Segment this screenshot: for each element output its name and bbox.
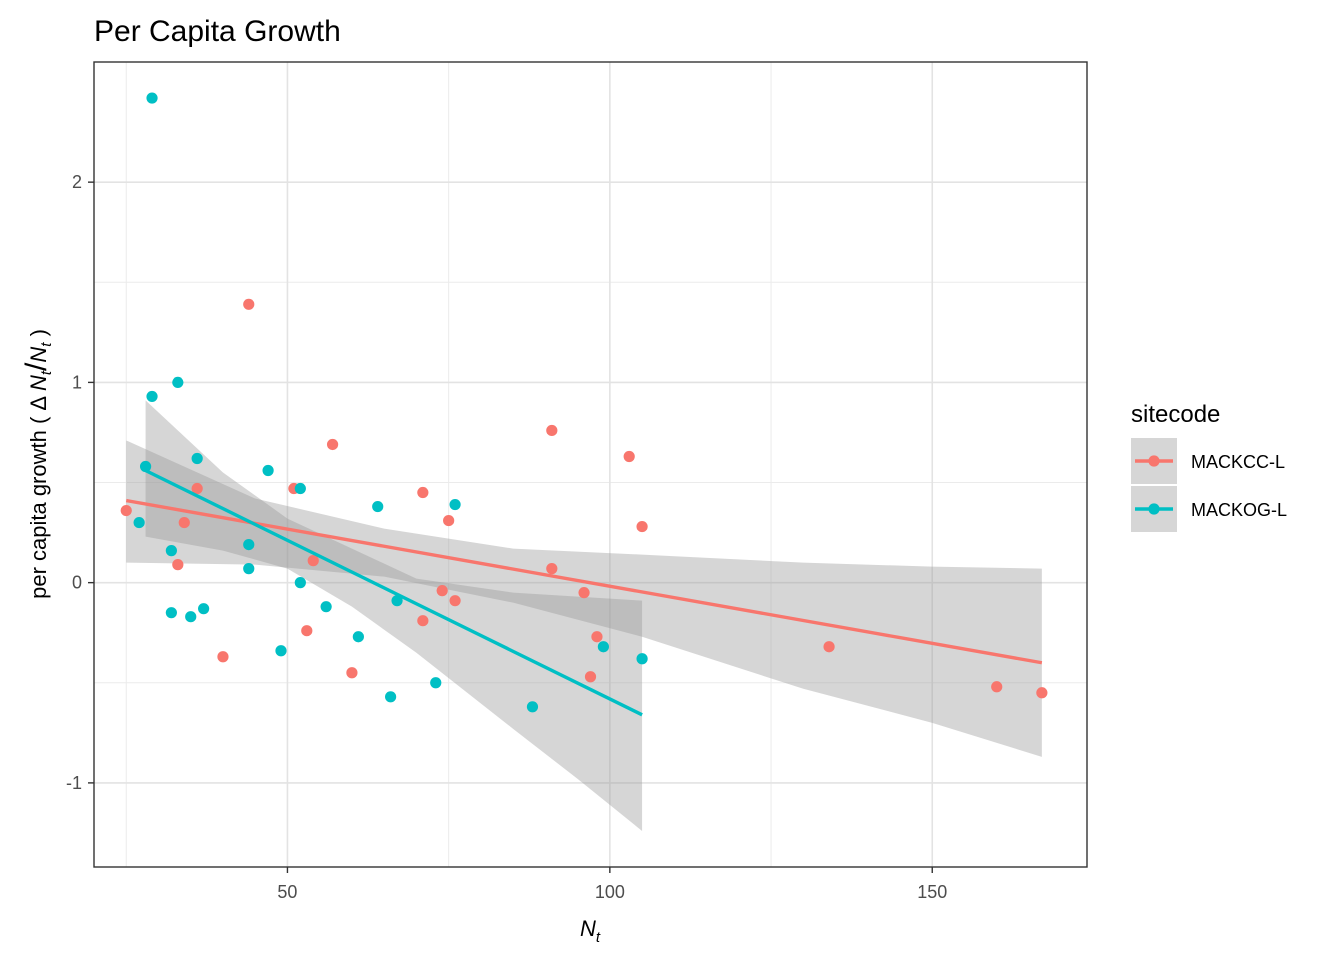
y-axis-title: per capita growth ( Δ Nt/Nt ) bbox=[20, 329, 55, 599]
point-mackcc-l bbox=[120, 504, 132, 517]
point-mackcc-l bbox=[449, 595, 461, 607]
ribbon-mackog-l bbox=[145, 400, 643, 831]
point-mackcc-l bbox=[623, 450, 635, 463]
x-axis-title-main: N bbox=[580, 916, 596, 941]
y-tick-label: 1 bbox=[72, 372, 82, 392]
point-mackcc-l bbox=[584, 671, 597, 683]
point-mackcc-l bbox=[991, 681, 1003, 693]
point-mackog-l bbox=[294, 482, 306, 495]
point-mackog-l bbox=[165, 607, 177, 619]
point-mackog-l bbox=[430, 677, 442, 689]
y-axis-title-delta: Δ bbox=[26, 391, 51, 411]
y-tick-label: 2 bbox=[72, 172, 82, 192]
panel-border bbox=[93, 61, 1088, 868]
point-mackog-l bbox=[352, 631, 364, 643]
point-mackcc-l bbox=[346, 667, 358, 679]
point-mackog-l bbox=[243, 538, 255, 551]
point-mackcc-l bbox=[178, 516, 190, 529]
point-mackcc-l bbox=[436, 585, 448, 597]
y-axis-title-denominator-sub: t bbox=[38, 342, 55, 347]
legend: sitecode MACKCC-L MACKOG-L bbox=[1131, 401, 1287, 532]
point-mackog-l bbox=[636, 653, 648, 665]
data-points bbox=[120, 92, 1048, 713]
point-mackcc-l bbox=[417, 615, 429, 627]
y-axis-title-numerator-sub: t bbox=[38, 370, 55, 375]
point-mackcc-l bbox=[172, 559, 184, 571]
panel-background bbox=[94, 62, 1087, 867]
legend-item-mackcc-l: MACKCC-L bbox=[1131, 438, 1285, 484]
point-mackog-l bbox=[198, 603, 210, 615]
x-tick-label: 100 bbox=[595, 882, 625, 902]
confidence-ribbons bbox=[126, 400, 1042, 831]
point-mackog-l bbox=[372, 500, 384, 513]
x-axis: 50 100 150 bbox=[277, 867, 947, 902]
point-mackcc-l bbox=[301, 625, 313, 637]
y-tick-label: 0 bbox=[72, 573, 82, 593]
point-mackog-l bbox=[243, 563, 255, 575]
point-mackcc-l bbox=[307, 555, 319, 567]
legend-item-mackog-l: MACKOG-L bbox=[1131, 486, 1287, 532]
point-mackog-l bbox=[526, 701, 539, 713]
y-axis-title-denominator: N bbox=[26, 347, 51, 363]
y-axis-title-prefix: per capita growth ( bbox=[26, 411, 51, 599]
legend-items: MACKCC-L MACKOG-L bbox=[1131, 438, 1287, 532]
point-mackog-l bbox=[146, 92, 158, 104]
point-mackcc-l bbox=[823, 641, 835, 653]
point-mackcc-l bbox=[636, 520, 648, 533]
point-mackog-l bbox=[320, 601, 332, 613]
y-axis: -1 0 1 2 bbox=[66, 172, 94, 793]
chart-title: Per Capita Growth bbox=[94, 15, 341, 48]
point-mackcc-l bbox=[417, 486, 429, 499]
ribbon-mackcc-l bbox=[126, 440, 1042, 757]
point-mackog-l bbox=[275, 645, 287, 657]
point-mackog-l bbox=[133, 516, 145, 529]
grid-minor bbox=[94, 62, 1087, 867]
legend-label: MACKOG-L bbox=[1191, 500, 1287, 520]
point-mackog-l bbox=[262, 464, 274, 477]
fit-line-mackcc-l bbox=[125, 498, 1043, 665]
y-axis-title-suffix: ) bbox=[26, 329, 51, 342]
legend-key-point bbox=[1148, 455, 1160, 467]
point-mackcc-l bbox=[1036, 687, 1048, 699]
point-mackog-l bbox=[185, 611, 197, 623]
point-mackog-l bbox=[191, 452, 203, 465]
point-mackcc-l bbox=[326, 438, 339, 451]
y-axis-title-numerator: N bbox=[26, 375, 51, 391]
point-mackcc-l bbox=[546, 424, 558, 437]
point-mackcc-l bbox=[191, 482, 203, 495]
y-axis-title-slash: / bbox=[20, 362, 53, 371]
point-mackcc-l bbox=[217, 651, 229, 663]
point-mackog-l bbox=[172, 376, 184, 388]
point-mackog-l bbox=[449, 498, 461, 511]
point-mackog-l bbox=[165, 545, 177, 557]
point-mackog-l bbox=[385, 691, 397, 703]
x-tick-label: 50 bbox=[277, 882, 297, 902]
fit-lines bbox=[125, 468, 1043, 717]
point-mackog-l bbox=[294, 577, 306, 589]
x-tick-label: 150 bbox=[917, 882, 947, 902]
point-mackog-l bbox=[597, 641, 609, 653]
legend-key-point bbox=[1148, 503, 1160, 515]
fit-line-mackog-l bbox=[144, 468, 643, 717]
x-axis-title: Nt bbox=[580, 916, 601, 946]
y-tick-label: -1 bbox=[66, 773, 82, 793]
point-mackcc-l bbox=[546, 563, 558, 575]
point-mackcc-l bbox=[243, 298, 255, 310]
point-mackog-l bbox=[391, 595, 403, 607]
point-mackcc-l bbox=[443, 514, 455, 527]
point-mackcc-l bbox=[591, 631, 603, 643]
point-mackog-l bbox=[139, 460, 152, 473]
point-mackcc-l bbox=[578, 587, 590, 599]
plot-panel bbox=[93, 61, 1088, 868]
point-mackog-l bbox=[146, 390, 158, 403]
x-axis-title-sub: t bbox=[596, 929, 601, 946]
legend-label: MACKCC-L bbox=[1191, 452, 1285, 472]
legend-title: sitecode bbox=[1131, 401, 1220, 428]
